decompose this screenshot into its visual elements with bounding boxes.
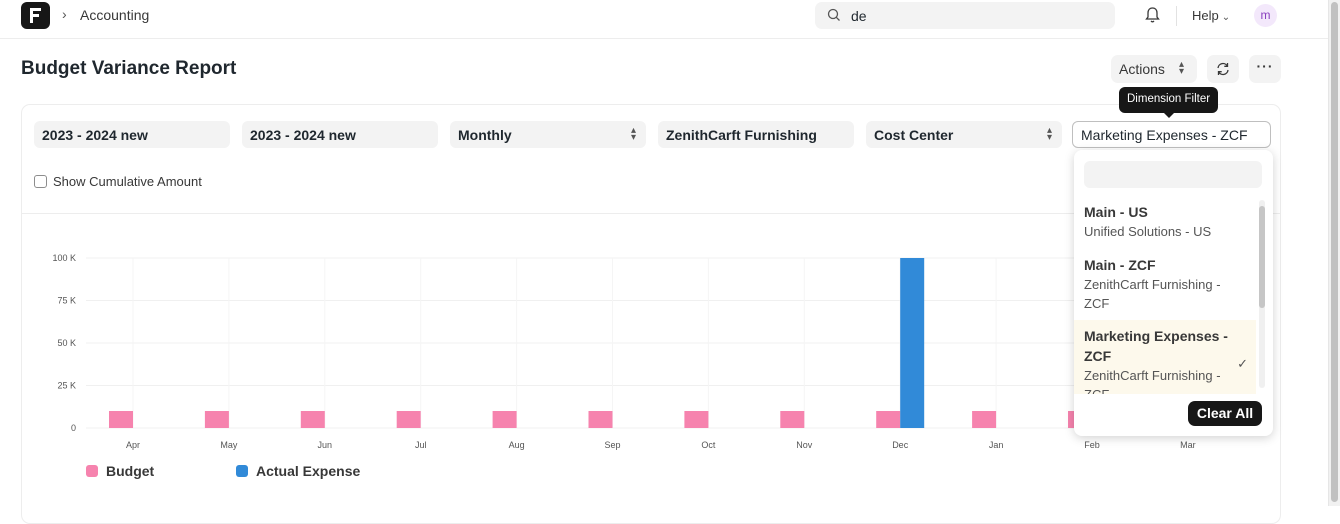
actual-expense-bar	[900, 258, 925, 428]
search-icon	[827, 8, 840, 21]
notification-bell-icon[interactable]	[1144, 6, 1161, 24]
company-filter[interactable]: ZenithCarft Furnishing	[658, 121, 854, 148]
x-tick-label: May	[220, 440, 238, 450]
dropdown-option-main-us[interactable]: Main - US Unified Solutions - US	[1074, 202, 1256, 241]
more-dots-icon: ···	[1256, 58, 1274, 74]
show-cumulative-row[interactable]: Show Cumulative Amount	[34, 174, 202, 189]
show-cumulative-label: Show Cumulative Amount	[53, 174, 202, 189]
refresh-icon	[1217, 62, 1229, 76]
option-subtitle: ZenithCarft Furnishing - ZCF	[1084, 277, 1221, 311]
chevron-down-icon: ⌄	[1221, 12, 1231, 23]
option-title: Main - ZCF	[1084, 257, 1156, 273]
period-select[interactable]: Monthly ▴ ▾	[450, 121, 646, 148]
budget-against-value: Cost Center	[874, 127, 954, 143]
option-title: Main - US	[1084, 204, 1148, 220]
option-title: Marketing Expenses - ZCF	[1084, 328, 1228, 364]
updown-icon: ▴ ▾	[1046, 125, 1052, 143]
budget-variance-chart: 100 K 75 K 50 K 25 K 0 Apr May Jun Jul Aug Sep Oct N…	[52, 253, 1251, 450]
legend-actual-expense[interactable]: Actual Expense	[236, 463, 360, 479]
user-avatar[interactable]: m	[1254, 4, 1277, 27]
top-navbar: › Accounting Help⌄ m	[0, 0, 1328, 39]
x-tick-label: Aug	[509, 440, 525, 450]
budget-bar	[396, 411, 421, 428]
dimension-dropdown: Main - US Unified Solutions - US Main - …	[1074, 150, 1273, 436]
budget-bar	[300, 411, 325, 428]
check-icon: ✓	[1237, 356, 1248, 371]
report-card: 2023 - 2024 new 2023 - 2024 new Monthly …	[21, 104, 1281, 524]
budget-bar	[876, 411, 901, 428]
app-logo[interactable]	[21, 2, 50, 29]
clear-all-button[interactable]: Clear All	[1188, 401, 1262, 426]
y-tick-label: 0	[71, 423, 76, 433]
more-options-button[interactable]: ···	[1249, 55, 1281, 83]
help-dropdown[interactable]: Help ⌄	[1192, 8, 1230, 23]
card-divider	[22, 213, 1280, 214]
help-label: Help	[1192, 8, 1219, 23]
navbar-separator	[1176, 6, 1177, 26]
y-tick-label: 100 K	[52, 253, 76, 263]
x-tick-label: Jan	[989, 440, 1004, 450]
scrollbar-thumb[interactable]	[1331, 2, 1338, 502]
x-tick-label: Feb	[1084, 440, 1100, 450]
dropdown-list: Main - US Unified Solutions - US Main - …	[1074, 194, 1258, 394]
legend-budget-swatch	[86, 465, 98, 477]
legend-budget[interactable]: Budget	[86, 463, 154, 479]
x-tick-label: Sep	[604, 440, 620, 450]
to-fiscal-year-filter[interactable]: 2023 - 2024 new	[242, 121, 438, 148]
page-title: Budget Variance Report	[21, 58, 237, 79]
x-tick-label: Jun	[318, 440, 333, 450]
actions-label: Actions	[1119, 61, 1165, 77]
dimension-filter-tooltip: Dimension Filter	[1119, 87, 1219, 118]
budget-bar	[684, 411, 709, 428]
show-cumulative-checkbox[interactable]	[34, 175, 47, 188]
search-input[interactable]	[851, 6, 1101, 25]
x-tick-label: Apr	[126, 440, 140, 450]
dimension-filter[interactable]: Marketing Expenses - ZCF	[1072, 121, 1271, 148]
y-tick-label: 25 K	[57, 381, 76, 391]
x-tick-label: Nov	[796, 440, 813, 450]
option-subtitle: Unified Solutions - US	[1084, 224, 1212, 239]
dropdown-option-main-zcf[interactable]: Main - ZCF ZenithCarft Furnishing - ZCF	[1074, 255, 1256, 313]
x-tick-label: Jul	[415, 440, 427, 450]
actions-button[interactable]: Actions ▴ ▾	[1111, 55, 1197, 83]
budget-against-select[interactable]: Cost Center ▴ ▾	[866, 121, 1062, 148]
dropdown-search-input[interactable]	[1084, 161, 1262, 188]
budget-bar	[972, 411, 997, 428]
dropdown-scroll-thumb[interactable]	[1259, 206, 1265, 308]
y-tick-label: 75 K	[57, 296, 76, 306]
period-value: Monthly	[458, 127, 512, 143]
x-tick-label: Mar	[1180, 440, 1196, 450]
budget-bar	[492, 411, 517, 428]
dropdown-scrollbar[interactable]	[1258, 194, 1268, 394]
budget-bar	[109, 411, 133, 428]
option-subtitle: ZenithCarft Furnishing - ZCF	[1084, 368, 1221, 394]
page-scrollbar[interactable]	[1328, 0, 1340, 506]
budget-bar	[204, 411, 229, 428]
legend-actual-expense-label: Actual Expense	[256, 463, 361, 479]
budget-bar	[780, 411, 805, 428]
updown-icon: ▴ ▾	[630, 125, 636, 143]
legend-budget-label: Budget	[106, 463, 155, 479]
refresh-button[interactable]	[1207, 55, 1239, 83]
x-tick-label: Oct	[701, 440, 716, 450]
breadcrumb-chevron-icon: ›	[62, 6, 67, 22]
frappe-logo-icon	[30, 8, 41, 23]
updown-icon: ▴ ▾	[1179, 59, 1185, 77]
budget-bar	[588, 411, 613, 428]
from-fiscal-year-filter[interactable]: 2023 - 2024 new	[34, 121, 230, 148]
x-tick-label: Dec	[892, 440, 909, 450]
legend-actual-expense-swatch	[236, 465, 248, 477]
y-tick-label: 50 K	[57, 338, 76, 348]
search-bar[interactable]	[815, 2, 1115, 29]
breadcrumb-accounting[interactable]: Accounting	[80, 7, 150, 23]
dropdown-option-marketing-expenses-zcf[interactable]: Marketing Expenses - ZCF ZenithCarft Fur…	[1074, 320, 1256, 394]
